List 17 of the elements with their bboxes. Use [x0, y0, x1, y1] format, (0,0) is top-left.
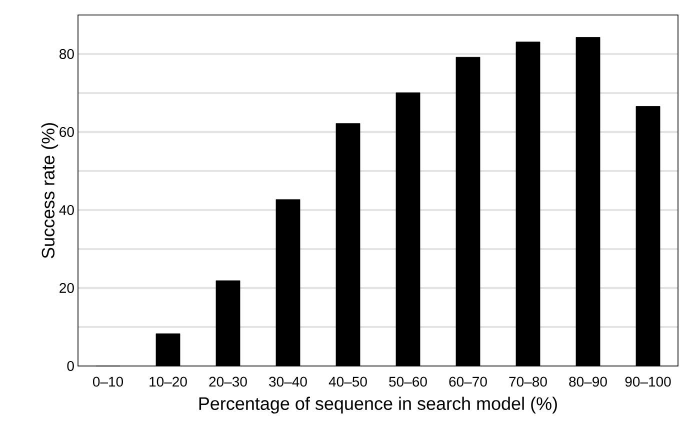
- x-tick-label: 30–40: [269, 376, 307, 387]
- x-tick-label: 0–10: [92, 376, 124, 387]
- y-tick-label: 80: [60, 49, 74, 59]
- y-tick-label: 40: [59, 205, 74, 215]
- x-tick-label: 90–100: [625, 376, 671, 387]
- x-tick-label: 50–60: [389, 376, 427, 387]
- y-tick-label: 0: [67, 361, 74, 371]
- y-axis-title: Success rate (%): [41, 123, 58, 258]
- x-tick-label: 80–90: [569, 376, 607, 387]
- x-axis-title: Percentage of sequence in search model (%): [199, 396, 557, 414]
- y-tick-label: 20: [60, 283, 74, 293]
- x-tick-label: 40–50: [328, 376, 367, 387]
- x-tick-label: 70–80: [509, 376, 547, 387]
- x-tick-label: 60–70: [449, 376, 487, 387]
- x-tick-label: 20–30: [209, 376, 247, 387]
- y-tick-label: 60: [60, 127, 74, 137]
- x-tick-label: 10–20: [150, 376, 187, 387]
